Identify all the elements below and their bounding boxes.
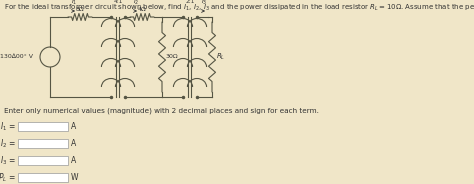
Text: 8Ω: 8Ω [76,7,84,12]
Text: 4Ω: 4Ω [137,7,146,12]
Text: 30Ω: 30Ω [166,54,179,59]
Text: $R_L$: $R_L$ [216,52,225,62]
Text: $I_1$ =: $I_1$ = [0,120,16,133]
Text: A: A [71,139,76,148]
Text: A: A [71,122,76,131]
Text: $I_3$ =: $I_3$ = [0,154,16,167]
Text: $I_3$: $I_3$ [201,0,207,7]
Text: A: A [71,156,76,165]
Text: 2:1: 2:1 [185,0,195,4]
Text: 4:1: 4:1 [113,0,123,4]
Text: For the ideal transformer circuit shown below, find $I_1$, $I_2$, $I_3$ and the : For the ideal transformer circuit shown … [4,3,474,13]
Text: $I_2$: $I_2$ [133,0,139,7]
Text: $I_2$ =: $I_2$ = [0,137,16,150]
Text: W: W [71,173,79,182]
FancyBboxPatch shape [18,173,68,182]
Text: $I_1$: $I_1$ [71,0,77,7]
Text: $P_L$ =: $P_L$ = [0,171,16,184]
FancyBboxPatch shape [18,139,68,148]
FancyBboxPatch shape [18,156,68,165]
Text: Enter only numerical values (magnitude) with 2 decimal places and sign for each : Enter only numerical values (magnitude) … [4,108,319,114]
FancyBboxPatch shape [18,122,68,131]
Text: 130∆00° V: 130∆00° V [0,54,33,59]
